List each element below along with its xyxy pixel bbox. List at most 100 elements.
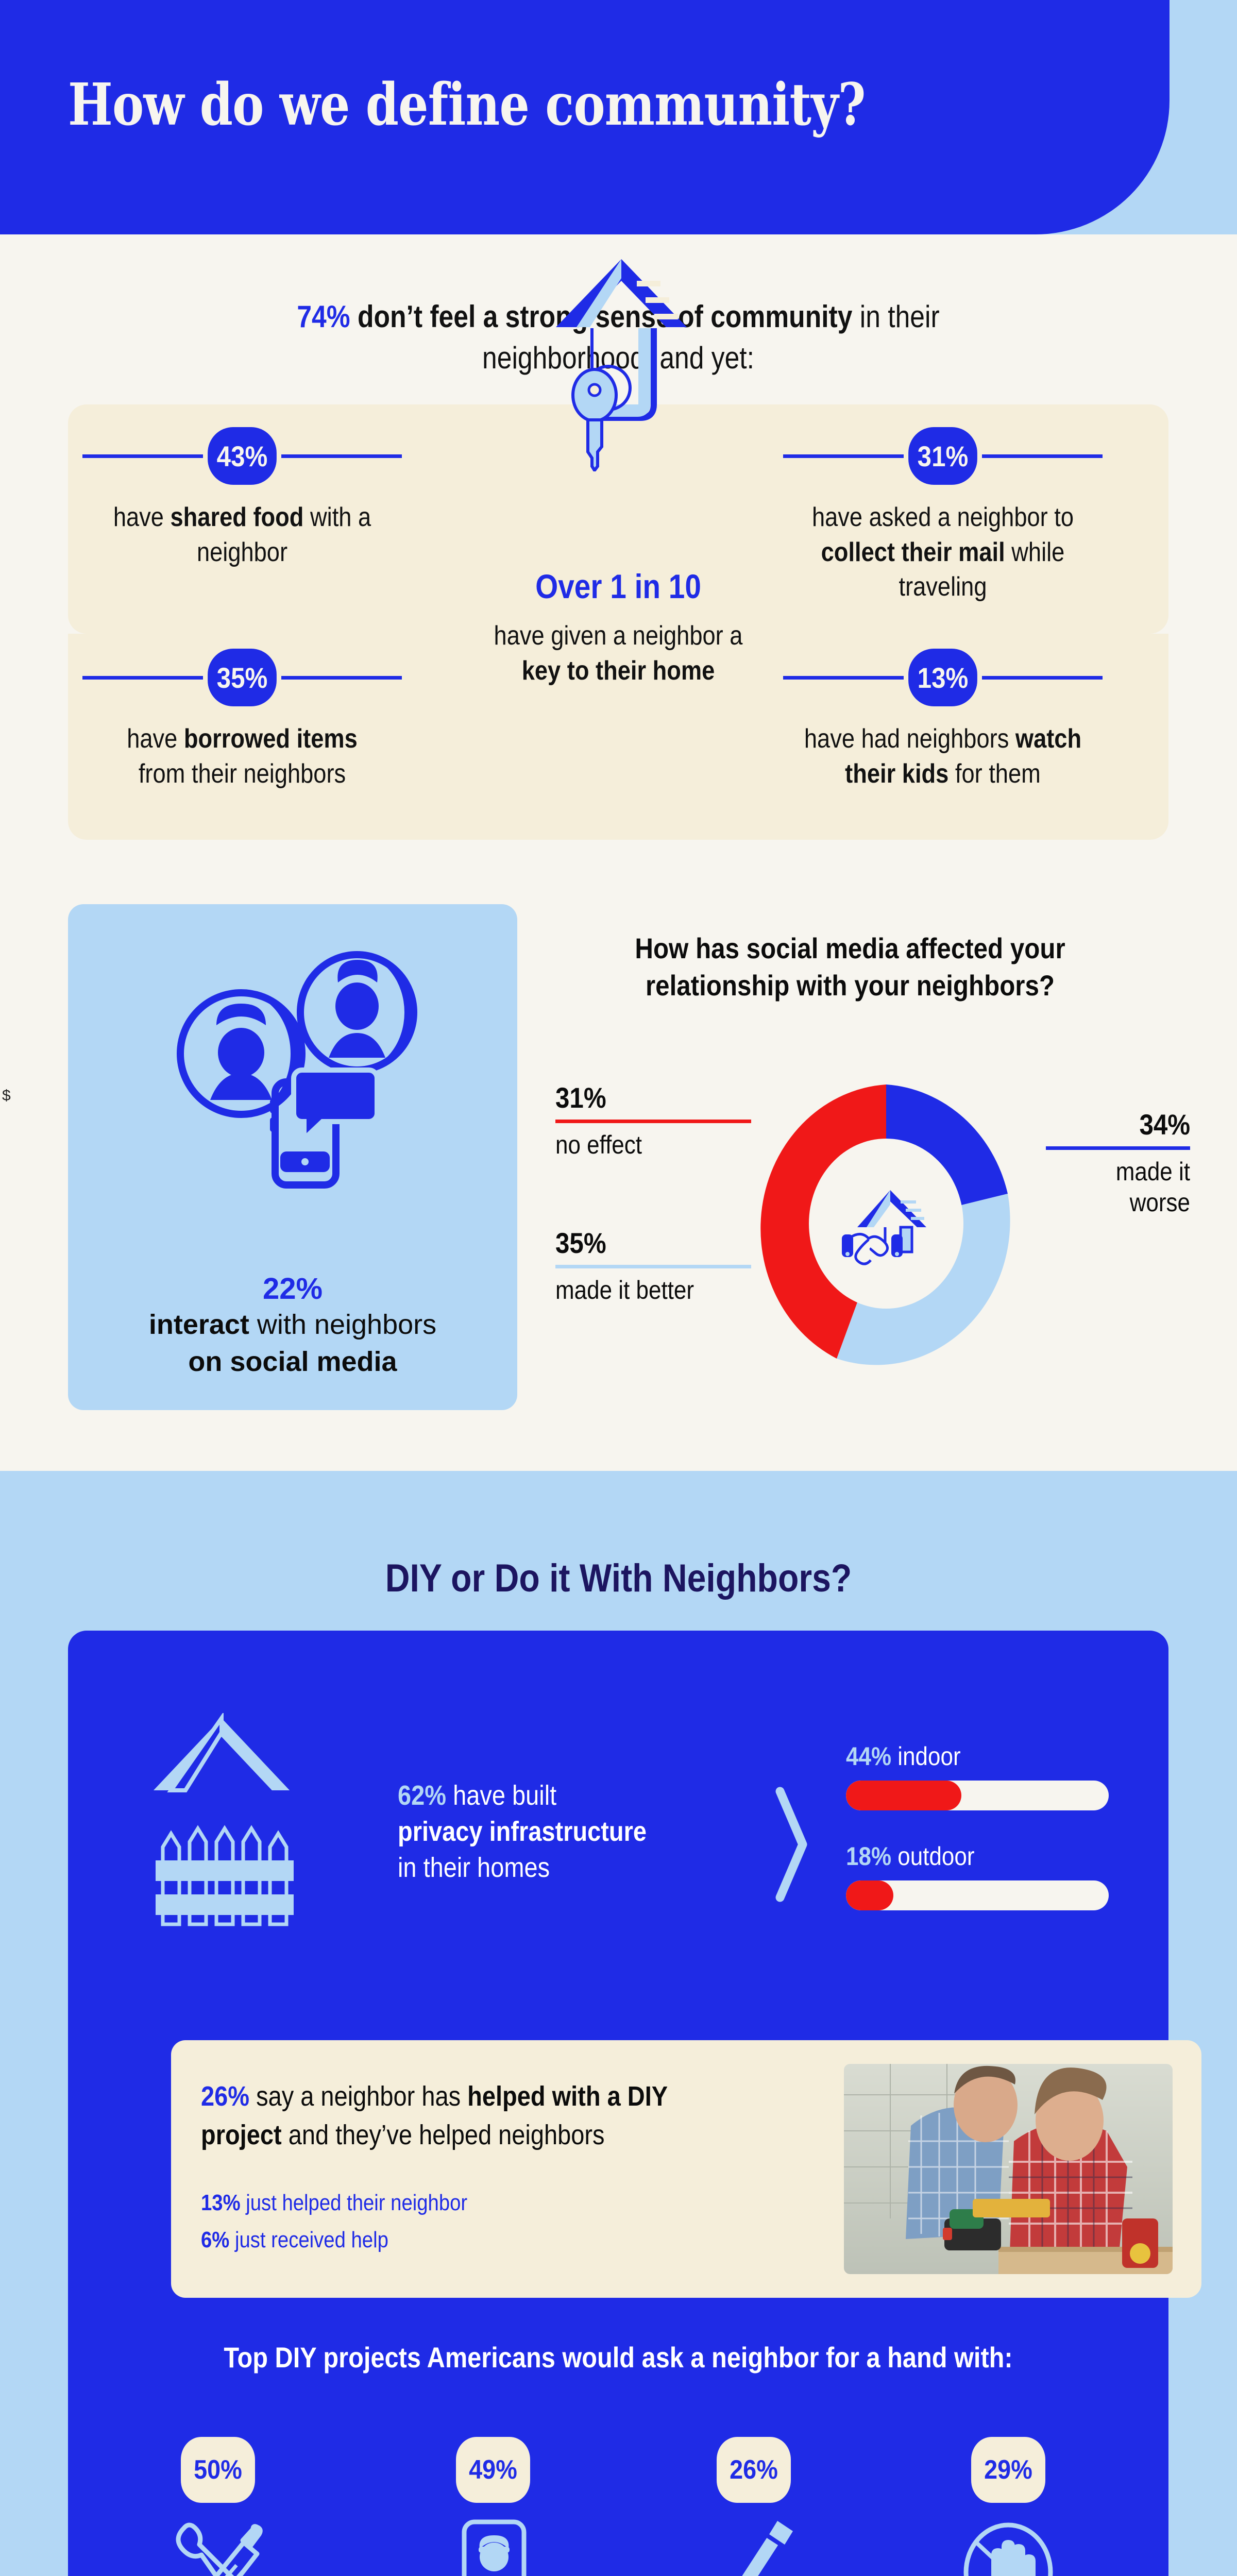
donut-no-effect-text: no effect — [555, 1130, 642, 1159]
header-blue-shape — [0, 0, 1170, 234]
stat-43-text: have shared food with a neighbor — [103, 500, 381, 570]
diy-percent: 26% — [201, 2081, 250, 2112]
diy-mid: and they’ve helped neighbors — [281, 2119, 605, 2150]
diy-section-title: DIY or Do it With Neighbors? — [385, 1556, 852, 1600]
page-title: How do we define community? — [68, 71, 866, 139]
intro-percent: 74% — [297, 299, 350, 334]
stat-43-tail: with a neighbor — [196, 502, 371, 567]
social-percent: 22% — [262, 1272, 323, 1306]
diy-sub1-percent: 13% — [201, 2190, 241, 2215]
stat-31-tail: while traveling — [899, 537, 1065, 602]
social-line2: on social media — [89, 1345, 497, 1380]
donut-no-effect-percent: 31% — [555, 1081, 606, 1114]
top-diy-item-1: 49% re — [372, 2437, 614, 2576]
stat-43-pill-row: 43% — [82, 425, 402, 487]
diy-sub2-text: just received help — [229, 2227, 388, 2252]
stat-over-1-in-10: Over 1 in 10 have given a neighbor a key… — [459, 569, 778, 688]
bar-indoor-percent: 44% — [846, 1742, 892, 1771]
stat-13-lead: have had neighbors — [804, 724, 1015, 754]
top-diy-percent-0: 50% — [181, 2437, 255, 2503]
community-section: 74% don’t feel a strong sense of communi… — [0, 234, 1237, 1471]
social-bold1: interact — [148, 1309, 249, 1340]
top-diy-percent-1: 49% — [456, 2437, 530, 2503]
donut-made-better-percent: 35% — [555, 1227, 606, 1259]
indoor-outdoor-bars: 44% indoor 18% outdoor — [846, 1741, 1109, 1941]
diy-sub1-text: just helped their neighbor — [240, 2190, 468, 2215]
diy-bold: helped with a DIY project — [201, 2081, 668, 2150]
diy-sub-6: 6% just received help — [201, 2227, 676, 2254]
social-media-card: 22% interact with neighbors on social me… — [68, 904, 517, 1410]
social-line1: interact with neighbors — [89, 1308, 497, 1343]
chevron-right-icon — [774, 1785, 810, 1906]
donut-center — [809, 1139, 963, 1309]
top-diy-item-0: 50% sharingtools/equipment — [97, 2437, 339, 2576]
bar-fill-outdoor — [846, 1880, 893, 1910]
social-bold2: on social media — [188, 1346, 397, 1377]
donut-label-made-it-worse: 34% made it worse — [1015, 1110, 1190, 1218]
top-diy-percent-3: 29% — [971, 2437, 1045, 2503]
stat-35-lead: have — [127, 724, 184, 754]
handshake-house-icon — [842, 1190, 926, 1265]
donut-made-worse-percent: 34% — [1139, 1108, 1190, 1141]
donut-label-no-effect: 31% no effect — [555, 1083, 772, 1160]
pill-rule-right — [982, 454, 1103, 458]
stat-35-text: have borrowed items from their neighbors — [103, 722, 381, 791]
donut-made-worse-text: made it worse — [1115, 1157, 1190, 1217]
donut-chart — [742, 1074, 1030, 1373]
social-avatars-icon — [138, 951, 447, 1242]
donut-rule-made-worse — [1046, 1146, 1190, 1150]
stat-31: 31% have asked a neighbor to collect the… — [783, 425, 1103, 605]
bar-label-outdoor: 18% outdoor — [846, 1841, 1077, 1871]
privacy-infrastructure-text: 62% have built privacy infrastructure in… — [398, 1777, 703, 1886]
stat-43-bold: shared food — [170, 502, 304, 532]
diy-sub2-percent: 6% — [201, 2227, 230, 2252]
pill-rule-left — [783, 675, 904, 680]
top-diy-item-2: 26% shoveling adriveway — [633, 2437, 875, 2576]
center-lead: have given a neighbor a — [494, 621, 743, 651]
donut-chart-title: How has social media affected your relat… — [635, 932, 1065, 1002]
privacy-percent: 62% — [398, 1780, 447, 1811]
stop-hand-icon — [887, 2509, 1129, 2576]
repair-pro-icon — [372, 2509, 614, 2576]
stat-13-percent: 13% — [908, 649, 977, 706]
intro-bold: don’t feel a strong sense of community — [357, 299, 853, 334]
diy-indigo-card: 62% have built privacy infrastructure in… — [68, 1631, 1201, 2576]
stat-31-percent: 31% — [908, 427, 977, 485]
privacy-lead: have built — [446, 1780, 557, 1811]
pill-rule-left — [783, 454, 904, 458]
top-diy-title: Top DIY projects Americans would ask a n… — [224, 2341, 1013, 2374]
stat-31-lead: have asked a neighbor to — [811, 502, 1074, 532]
top-diy-item-3: 29% responded“none” — [887, 2437, 1129, 2576]
stat-35-tail: from their neighbors — [138, 758, 346, 789]
social-caption: 22% interact with neighbors on social me… — [89, 1273, 497, 1379]
house-key-icon — [547, 250, 696, 474]
header-band: How do we define community? — [0, 0, 1237, 242]
bar-indoor-name: indoor — [891, 1742, 961, 1771]
diy-help-card: 26% say a neighbor has helped with a DIY… — [171, 2040, 1201, 2298]
pill-rule-right — [281, 454, 402, 458]
fence-house-icon — [144, 1711, 299, 1937]
top-diy-percent-2: 26% — [717, 2437, 791, 2503]
stat-35-bold: borrowed items — [183, 724, 358, 754]
social-mid: with neighbors — [249, 1309, 437, 1340]
donut-made-better-text: made it better — [555, 1276, 694, 1304]
stat-35: 35% have borrowed items from their neigh… — [82, 647, 402, 791]
stat-43-lead: have — [113, 502, 171, 532]
tools-icon — [97, 2509, 339, 2576]
bar-outdoor-name: outdoor — [891, 1842, 975, 1871]
center-bold: key to their home — [521, 655, 715, 686]
stat-35-pill-row: 35% — [82, 647, 402, 708]
pill-rule-right — [281, 675, 402, 680]
pill-rule-left — [82, 454, 203, 458]
bar-track-outdoor — [846, 1880, 1109, 1910]
donut-rule-no-effect — [555, 1120, 751, 1123]
diy-help-text: 26% say a neighbor has helped with a DIY… — [201, 2077, 676, 2154]
bar-track-indoor — [846, 1781, 1109, 1810]
diy-sub-13: 13% just helped their neighbor — [201, 2190, 676, 2217]
stat-13-bold: watch their kids — [845, 724, 1082, 789]
stat-13-pill-row: 13% — [783, 647, 1103, 708]
diy-photo — [844, 2064, 1173, 2274]
pill-rule-left — [82, 675, 203, 680]
diy-section: DIY or Do it With Neighbors? — [0, 1471, 1237, 2576]
